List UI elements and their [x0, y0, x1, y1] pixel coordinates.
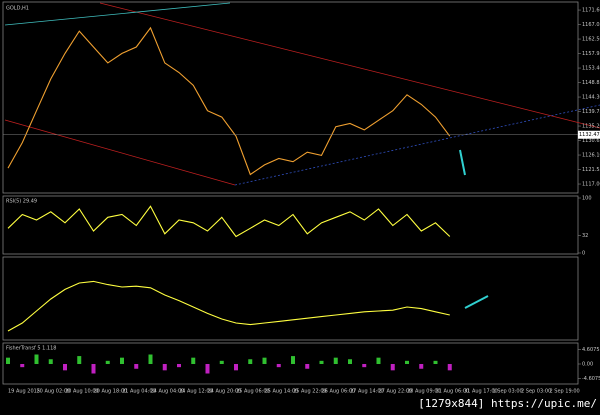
y-tick-label: 1144.30 [582, 95, 600, 101]
pane-title: RSI(5) 29.49 [6, 199, 37, 205]
y-tick-label: 1117.00 [582, 182, 600, 188]
fisher-pane [2, 342, 579, 385]
pane-title: FisherTransf 5 1.118 [6, 346, 56, 352]
histogram-bar [447, 364, 452, 371]
trend-line [4, 2, 231, 26]
y-tick-label: 0 [582, 251, 585, 257]
x-tick-label: 31 Aug 17:00 [464, 389, 498, 395]
x-tick-label: 27 Aug 14:00 [350, 389, 384, 395]
histogram-bar [134, 364, 139, 369]
histogram-bar [63, 364, 67, 371]
current-price-box [578, 130, 600, 139]
y-tick-label: 1171.60 [582, 8, 600, 14]
x-tick-label: 20 Aug 10:00 [65, 389, 99, 395]
arrow [459, 149, 466, 176]
oscillator-pane [2, 256, 579, 341]
histogram-bar [390, 364, 395, 371]
y-tick-label: 1153.40 [582, 66, 600, 72]
arrow [464, 295, 489, 309]
histogram-bar [262, 357, 267, 364]
histogram-bar [148, 354, 153, 364]
x-tick-label: 2 Sep 03:00 [521, 389, 551, 395]
x-tick-label: 21 Aug 04:00 [122, 389, 156, 395]
y-tick-label: 0.00 [582, 362, 593, 368]
histogram-bar [105, 360, 110, 364]
y-tick-label: 1121.55 [582, 167, 600, 173]
histogram-bar [77, 356, 82, 364]
y-tick-label: 1139.75 [582, 109, 600, 115]
y-tick-label: -4.6075 [582, 376, 600, 382]
histogram-bar [20, 364, 25, 368]
x-tick-label: 1 Sep 03:00 [493, 389, 523, 395]
histogram-bar [276, 364, 281, 368]
histogram-bar [219, 360, 224, 364]
price-line [7, 280, 450, 332]
x-tick-label: 24 Aug 20:00 [208, 389, 242, 395]
price-line [7, 26, 451, 176]
y-tick-label: 1135.20 [582, 124, 600, 130]
histogram-bar [305, 364, 310, 369]
x-tick-label: 25 Aug 06:00 [236, 389, 270, 395]
x-tick-label: 25 Aug 14:00 [265, 389, 299, 395]
histogram-bar [205, 364, 210, 374]
histogram-bar [419, 364, 424, 369]
x-tick-label: 19 Aug 2015 [8, 389, 40, 395]
x-tick-label: 24 Aug 12:00 [179, 389, 213, 395]
histogram-bar [319, 360, 324, 364]
window-title: GOLD,H1 [6, 6, 29, 12]
x-tick-label: 25 Aug 22:00 [293, 389, 327, 395]
histogram-bar [376, 357, 381, 364]
histogram-bar [362, 364, 367, 368]
histogram-bar [333, 357, 338, 364]
histogram-bar [6, 357, 10, 364]
y-tick-label: 4.6075 [582, 347, 600, 353]
y-tick-label: 100 [582, 196, 592, 202]
histogram-bar [433, 360, 438, 364]
y-tick-label: 32 [582, 233, 588, 239]
x-tick-label: 28 Aug 09:00 [407, 389, 441, 395]
x-tick-label: 31 Aug 06:00 [436, 389, 470, 395]
histogram-bar [34, 354, 39, 364]
x-tick-label: 20 Aug 18:00 [94, 389, 128, 395]
trend-line [4, 119, 236, 186]
y-tick-label: 1130.65 [582, 138, 600, 144]
price-line [7, 205, 451, 238]
watermark: [1279x844] https://upic.me/ [418, 397, 597, 410]
histogram-bar [291, 356, 295, 364]
trend-line [99, 2, 600, 129]
x-tick-label: 27 Aug 22:00 [379, 389, 413, 395]
y-tick-label: 1157.95 [582, 51, 600, 57]
y-tick-label: 1167.05 [582, 22, 600, 28]
histogram-bar [48, 359, 53, 364]
rsi-pane [2, 195, 579, 255]
histogram-bar [405, 360, 409, 364]
x-tick-label: 26 Aug 06:00 [322, 389, 356, 395]
y-tick-label: 1162.50 [582, 37, 600, 43]
x-tick-label: 20 Aug 02:00 [37, 389, 71, 395]
histogram-bar [91, 364, 96, 374]
histogram-bar [162, 364, 167, 371]
y-tick-label: 1126.10 [582, 153, 600, 159]
histogram-bar [348, 359, 352, 364]
y-tick-label: 1148.85 [582, 80, 600, 86]
histogram-bar [191, 357, 196, 364]
x-tick-label: 24 Aug 04:00 [151, 389, 185, 395]
histogram-bar [120, 357, 124, 364]
histogram-bar [177, 364, 181, 368]
main-pane [2, 1, 579, 194]
current-price-label: 1132.47 [579, 132, 600, 138]
x-tick-label: 2 Sep 19:00 [550, 389, 580, 395]
histogram-bar [234, 364, 238, 371]
histogram-bar [248, 359, 253, 364]
